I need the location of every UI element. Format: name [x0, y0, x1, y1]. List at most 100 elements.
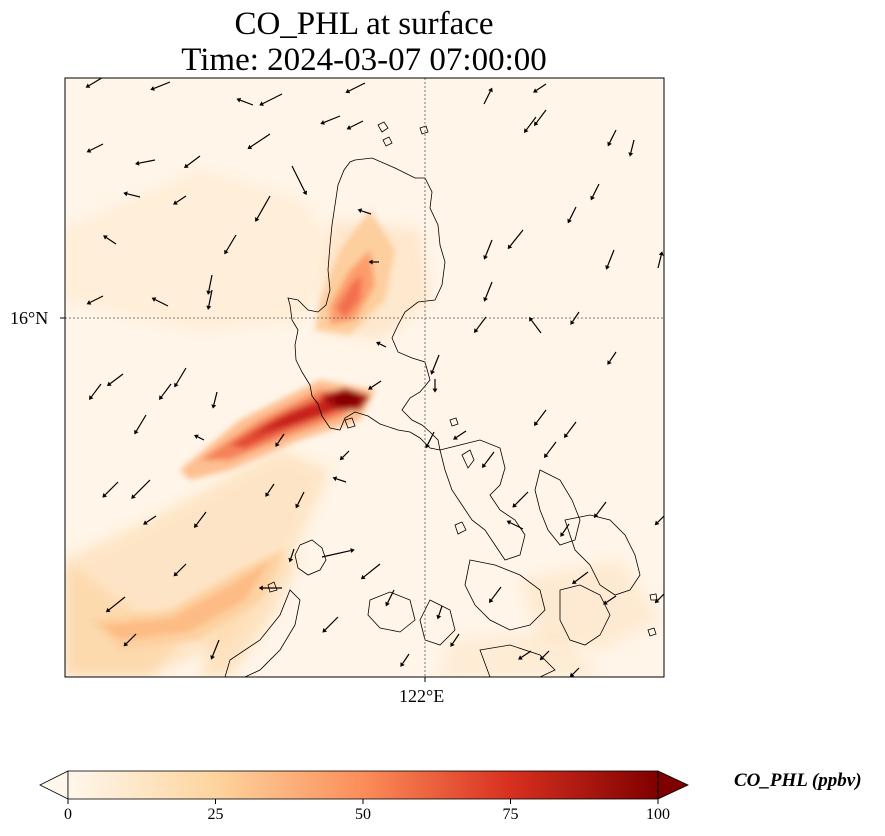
wind-arrow-head	[474, 328, 479, 333]
wind-arrow-head	[143, 520, 148, 525]
wind-arrow-head	[482, 463, 487, 468]
wind-arrow-head	[259, 101, 264, 106]
wind-arrow-head	[436, 614, 442, 620]
wind-arrow-shaft	[146, 515, 157, 523]
wind-arrow-shaft	[402, 653, 410, 664]
wind-arrow-head	[85, 83, 91, 88]
wind-arrow-shaft	[186, 155, 201, 167]
wind-arrow-head	[450, 642, 455, 647]
wind-arrow-shaft	[267, 483, 275, 494]
wind-arrow-head	[103, 235, 108, 240]
wind-arrow-shaft	[657, 515, 664, 523]
wind-arrow-shaft	[133, 479, 151, 497]
wind-arrow-shaft	[509, 522, 524, 530]
wind-arrow-shaft	[432, 354, 440, 372]
wind-arrow-shaft	[485, 281, 493, 299]
wind-arrow-shaft	[572, 311, 580, 322]
wind-arrow-shaft	[160, 383, 172, 398]
wind-arrow-head	[425, 443, 430, 449]
wind-arrow-shaft	[475, 316, 487, 331]
wind-arrow-head	[123, 641, 129, 647]
wind-arrow-shaft	[483, 451, 495, 466]
wind-arrow-head	[567, 218, 572, 224]
wind-arrow-shaft	[609, 129, 617, 144]
wind-arrow-head	[453, 435, 458, 440]
wind-arrow-shaft	[361, 210, 372, 215]
wind-arrow-shaft	[104, 481, 119, 496]
wind-arrow-shaft	[530, 319, 542, 334]
wind-arrow-head	[332, 476, 338, 482]
wind-arrow-shaft	[483, 90, 491, 105]
wind-arrow-shaft	[195, 511, 207, 526]
wind-arrow-head	[376, 341, 381, 347]
wind-arrow-head	[102, 493, 107, 498]
wind-arrow-shaft	[256, 195, 271, 219]
wind-arrow-head	[210, 655, 215, 660]
wind-arrow-shaft	[514, 491, 529, 506]
wind-arrow-shaft	[109, 373, 124, 385]
wind-arrow-head	[400, 662, 405, 667]
lat-label-16n: 16°N	[10, 308, 49, 328]
colorbar-tick-75: 75	[502, 806, 519, 823]
colorbar-tick-25: 25	[207, 806, 224, 823]
wind-arrow-head	[560, 532, 565, 537]
wind-arrow-shaft	[607, 249, 615, 267]
wind-arrow-head	[135, 160, 140, 166]
wind-arrow-shaft	[657, 593, 664, 601]
coastlines	[224, 121, 658, 677]
wind-arrow-head	[150, 86, 155, 91]
wind-arrow-shaft	[545, 441, 557, 456]
wind-arrow-shaft	[108, 596, 126, 611]
wind-arrow-shaft	[525, 116, 537, 131]
wind-arrow-head	[206, 290, 212, 295]
wind-arrow-head	[570, 320, 575, 325]
wind-arrow-shaft	[250, 133, 271, 148]
wind-arrow-head	[357, 208, 363, 214]
lon-label-122e: 122°E	[399, 686, 445, 706]
colorbar-extend-max	[657, 770, 689, 800]
wind-arrow-head	[236, 97, 242, 103]
wind-arrow-head	[105, 607, 111, 613]
colorbar	[39, 770, 689, 804]
wind-arrow-shaft	[213, 391, 218, 405]
wind-arrow-head	[322, 628, 327, 633]
wind-arrow-head	[654, 598, 660, 604]
wind-arrow-shaft	[630, 139, 635, 153]
wind-arrow-head	[206, 305, 212, 310]
wind-arrow-head	[430, 370, 435, 375]
wind-arrow-head	[569, 672, 575, 677]
wind-arrow-shaft	[336, 478, 347, 483]
wind-arrow-shaft	[490, 586, 502, 601]
wind-arrow-head	[134, 429, 139, 435]
wind-arrow-head	[529, 317, 534, 322]
wind-arrow-shaft	[89, 143, 104, 151]
wind-arrow-head	[534, 421, 539, 426]
wind-arrow-shaft	[509, 229, 524, 247]
wind-arrow-head	[607, 360, 612, 365]
colorbar-tick-50: 50	[355, 806, 371, 823]
wind-arrow-head	[86, 300, 92, 305]
wind-arrow-head	[360, 574, 366, 580]
map-title: CO_PHL at surface	[234, 6, 494, 42]
wind-arrow-head	[544, 453, 549, 458]
wind-arrow-head	[339, 455, 345, 461]
wind-arrow-shaft	[371, 380, 382, 388]
wind-arrow-shaft	[342, 450, 350, 458]
wind-arrow-head	[173, 571, 179, 577]
wind-arrow-shaft	[565, 421, 577, 436]
wind-arrow-head	[265, 492, 270, 497]
wind-arrow-head	[151, 297, 157, 302]
wind-arrow-head	[607, 141, 612, 147]
wind-arrow-shaft	[595, 501, 607, 516]
wind-arrow-head	[628, 152, 634, 157]
wind-arrow-shaft	[208, 274, 213, 292]
wind-arrow-head	[194, 434, 199, 440]
wind-arrow-shaft	[485, 239, 493, 257]
wind-arrow-shaft	[60, 138, 63, 144]
wind-arrow-head	[86, 148, 92, 153]
wind-arrow-head	[211, 404, 217, 409]
wind-arrow-head	[658, 251, 664, 256]
wind-arrow-head	[534, 121, 539, 126]
wind-arrow-shaft	[542, 650, 550, 658]
